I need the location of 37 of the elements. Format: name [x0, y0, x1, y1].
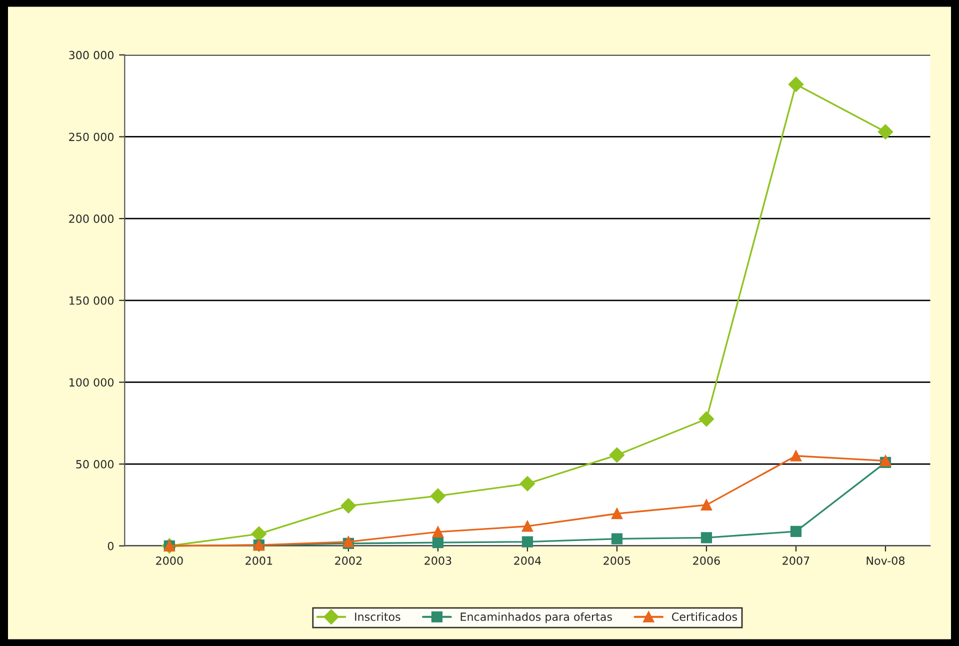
point [432, 526, 444, 538]
point [790, 450, 802, 462]
point [522, 536, 534, 548]
y-tick-label: 150 000 [70, 296, 114, 305]
x-tick-label: 2000 [156, 556, 183, 565]
point [251, 526, 266, 542]
legend-label: Encaminhados para ofertas [460, 612, 612, 624]
point [430, 488, 446, 504]
point [340, 498, 356, 514]
x-tick-label: 2007 [782, 556, 810, 565]
x-tick-label: Nov-08 [866, 556, 904, 565]
legend-label: Inscritos [355, 612, 400, 621]
x-tick-label: 2002 [335, 556, 362, 565]
point [700, 532, 712, 544]
point [790, 526, 802, 538]
point [520, 476, 536, 492]
point [878, 124, 894, 140]
point [432, 537, 444, 548]
point [609, 447, 625, 463]
y-tick-label: 100 000 [70, 378, 114, 387]
y-tick-label: 200 000 [69, 214, 114, 223]
point [788, 76, 804, 92]
x-tick-label: 2001 [246, 556, 272, 565]
x-tick-label: 2006 [693, 556, 720, 565]
y-tick-label: 50 000 [76, 460, 114, 468]
point [611, 508, 623, 520]
y-tick-label: 0 [108, 542, 114, 550]
point [611, 533, 623, 544]
legend-label: Certificados [672, 612, 738, 621]
point [522, 520, 534, 532]
point [698, 411, 714, 427]
point [700, 499, 712, 511]
y-tick-label: 250 000 [69, 132, 114, 142]
y-tick-label: 300 000 [69, 50, 114, 60]
x-tick-label: 2003 [424, 556, 452, 565]
x-tick-label: 2005 [604, 556, 630, 565]
x-tick-label: 2004 [514, 556, 541, 565]
